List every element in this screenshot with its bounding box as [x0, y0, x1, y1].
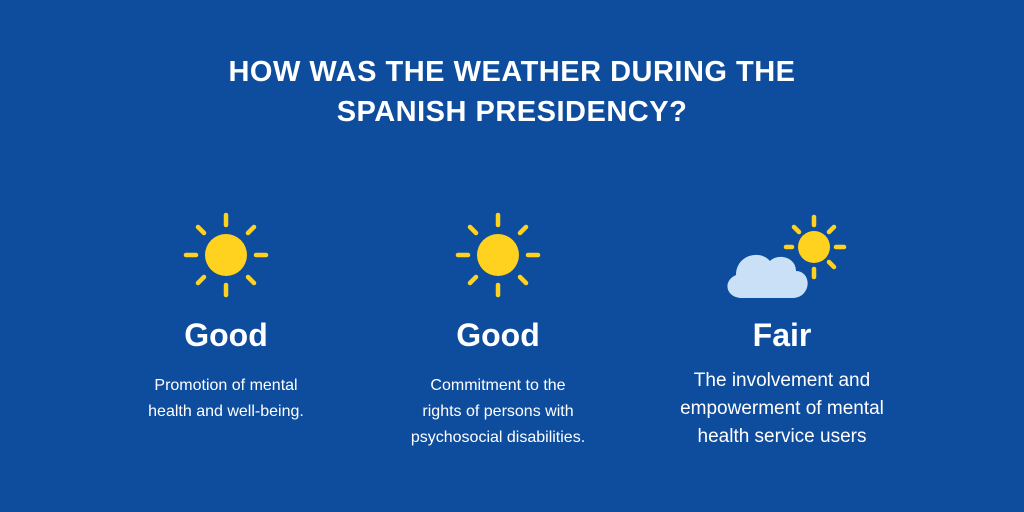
description-line: Commitment to the: [430, 377, 566, 394]
description: The involvement and empowerment of menta…: [632, 367, 932, 451]
description-line: Promotion of mental: [154, 377, 298, 394]
title-line-2: SPANISH PRESIDENCY?: [336, 96, 688, 128]
description: Commitment to the rights of persons with…: [348, 373, 648, 451]
description-line: rights of persons with: [422, 403, 574, 420]
title-line-1: HOW WAS THE WEATHER DURING THE: [228, 56, 796, 88]
rating-label: Good: [456, 317, 540, 353]
description-line: health and well-being.: [148, 403, 304, 420]
description: Promotion of mental health and well-bein…: [76, 373, 376, 425]
partly-cloudy-icon: [632, 205, 932, 305]
rating-label: Good: [184, 317, 268, 353]
weather-card-3: Fair The involvement and empowerment of …: [632, 205, 932, 451]
sun-icon: [76, 205, 376, 305]
page-title: HOW WAS THE WEATHER DURING THE SPANISH P…: [0, 52, 1024, 132]
description-line: The involvement and: [693, 370, 871, 391]
weather-card-1: Good Promotion of mental health and well…: [76, 205, 376, 425]
sun-icon: [348, 205, 648, 305]
description-line: psychosocial disabilities.: [410, 429, 586, 446]
description-line: health service users: [697, 426, 867, 447]
weather-card-2: Good Commitment to the rights of persons…: [348, 205, 648, 451]
rating-label: Fair: [752, 317, 812, 353]
description-line: empowerment of mental: [680, 398, 884, 419]
